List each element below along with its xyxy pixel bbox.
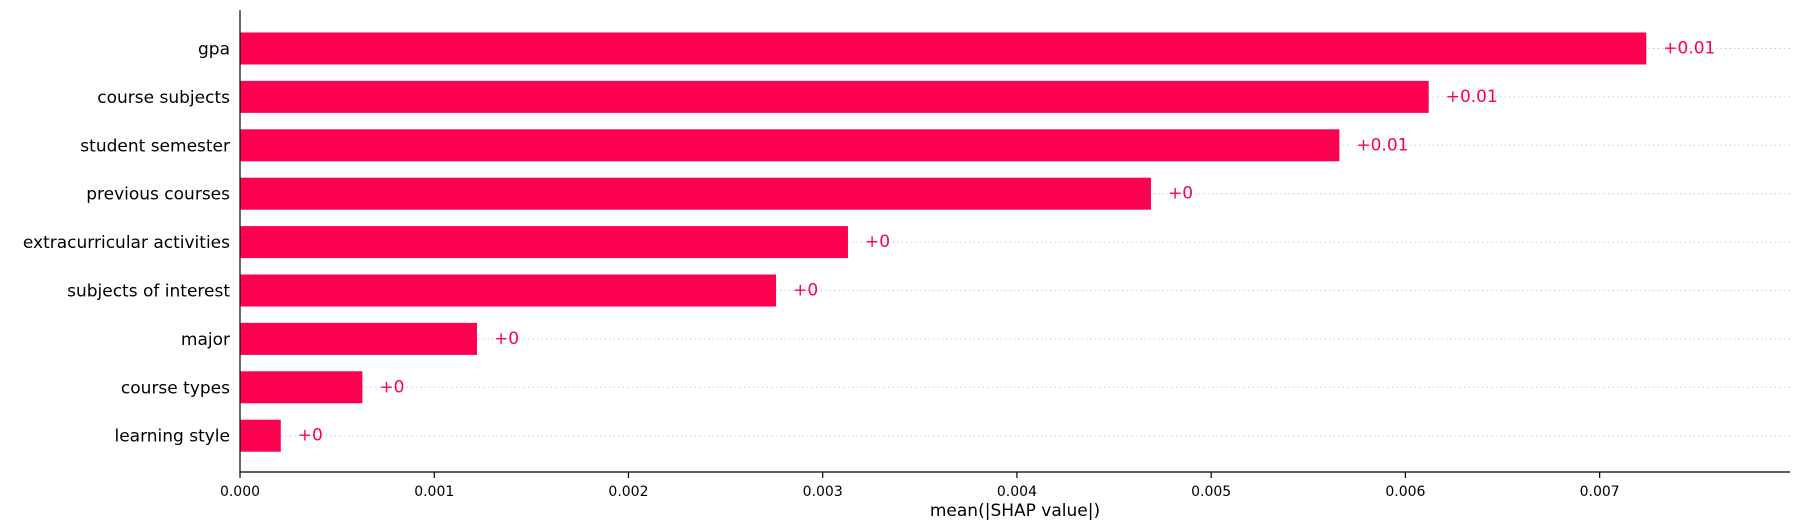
x-axis-ticks: 0.000 0.001 0.002 0.003 0.004 0.005 0.006 0.007	[220, 472, 1620, 500]
x-tick-label: 0.006	[1385, 484, 1425, 500]
x-tick-label: 0.001	[414, 484, 454, 500]
category-label: gpa	[198, 40, 230, 60]
x-tick-label: 0.007	[1580, 484, 1620, 500]
category-label: learning style	[114, 427, 230, 447]
data-label: +0.01	[1356, 135, 1408, 155]
bars-group	[240, 32, 1647, 452]
category-label: student semester	[80, 136, 230, 156]
x-axis-title: mean(|SHAP value|)	[930, 501, 1100, 521]
data-label: +0	[494, 329, 519, 349]
x-tick-label: 0.002	[608, 484, 648, 500]
category-label: previous courses	[86, 185, 230, 205]
bar-major	[240, 322, 477, 355]
category-label: course types	[121, 378, 230, 398]
bar-course-subjects	[240, 80, 1429, 113]
x-tick-label: 0.004	[997, 484, 1037, 500]
data-label: +0	[379, 377, 404, 397]
data-label: +0	[865, 232, 890, 252]
bar-course-types	[240, 371, 363, 404]
bar-subjects-of-interest	[240, 274, 777, 307]
data-labels: +0.01 +0.01 +0.01 +0 +0 +0 +0 +0 +0	[298, 39, 1716, 446]
data-label: +0.01	[1663, 39, 1715, 59]
bar-extracurricular-activities	[240, 226, 848, 259]
category-label: extracurricular activities	[23, 233, 230, 253]
bar-learning-style	[240, 419, 281, 452]
category-label: subjects of interest	[67, 282, 230, 302]
category-label: major	[181, 330, 230, 350]
data-label: +0	[793, 281, 818, 301]
bar-student-semester	[240, 129, 1340, 162]
x-tick-label: 0.005	[1191, 484, 1231, 500]
data-label: +0	[1168, 184, 1193, 204]
bar-previous-courses	[240, 177, 1151, 210]
bar-gpa	[240, 32, 1647, 65]
category-labels: gpa course subjects student semester previo…	[23, 40, 230, 447]
category-label: course subjects	[97, 88, 230, 108]
data-label: +0	[298, 426, 323, 446]
x-tick-label: 0.000	[220, 484, 260, 500]
x-tick-label: 0.003	[803, 484, 843, 500]
data-label: +0.01	[1446, 87, 1498, 107]
